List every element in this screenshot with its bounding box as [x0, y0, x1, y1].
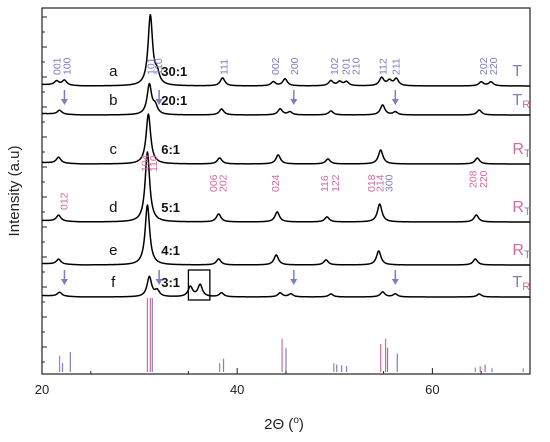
hkl-label-t-001: 001: [52, 57, 64, 75]
hkl-label-t-211: 211: [390, 58, 402, 75]
phase-label-b: TR: [512, 92, 530, 111]
ratio-label-e: 4:1: [161, 243, 180, 258]
arrow-head: [290, 99, 298, 105]
phase-sub: T: [524, 249, 531, 261]
hkl-label-t-112: 112: [378, 58, 390, 75]
annotations: a 30:1 Tb 20:1 TRc 6:1 RTd 5:1 RTe 4:1 RTf 3:1 TR001…: [52, 57, 531, 301]
x-axis-title-close: ): [299, 416, 304, 433]
ratio-label-b: 20:1: [161, 93, 187, 108]
arrow-head: [391, 99, 399, 105]
curve-label-d: d: [109, 199, 117, 216]
curve-e: [41, 204, 531, 266]
ratio-label-f: 3:1: [161, 275, 180, 290]
curve-b: [41, 82, 531, 116]
diffraction-curves: [41, 13, 531, 298]
arrow-head: [290, 279, 298, 285]
phase-label-d: RT: [512, 199, 531, 218]
hkl-label-r-220: 220: [478, 170, 490, 188]
phase-main: T: [512, 274, 522, 291]
highlight-box: [187, 269, 211, 301]
curve-a: [41, 13, 531, 87]
phase-label-a: T: [512, 63, 522, 80]
hkl-label-r-024: 024: [270, 174, 282, 192]
x-axis-title-degree: o: [293, 415, 299, 426]
phase-sub: R: [522, 281, 530, 293]
x-tick-label: 40: [230, 382, 244, 397]
x-axis-title-main: 2Θ (: [264, 416, 293, 433]
phase-main: R: [512, 141, 524, 158]
curve-label-e: e: [109, 242, 117, 259]
curve-f: [41, 275, 531, 298]
hkl-label-r-300: 300: [384, 174, 396, 192]
hkl-label-r-116: 116: [319, 175, 331, 192]
arrow-head: [391, 279, 399, 285]
hkl-label-t-111: 111: [219, 59, 231, 75]
hkl-label-r-006: 006: [208, 174, 220, 192]
hkl-label-t-210: 210: [350, 57, 362, 75]
arrow-head: [60, 279, 68, 285]
curve-label-c: c: [109, 141, 117, 158]
arrow-head: [155, 279, 163, 285]
ratio-label-a: 30:1: [161, 64, 187, 79]
hkl-label-t-101: 101: [145, 57, 157, 75]
hkl-label-r-122: 122: [330, 174, 342, 192]
hkl-label-r-208: 208: [467, 170, 479, 188]
phase-main: T: [512, 92, 522, 109]
hkl-label-r-110: 110: [148, 155, 160, 172]
curve-label-b: b: [109, 92, 117, 109]
arrow-head: [155, 99, 163, 105]
phase-main: R: [512, 242, 524, 259]
phase-sub: T: [524, 148, 531, 160]
hkl-label-t-102: 102: [329, 57, 341, 75]
phase-main: T: [512, 63, 522, 80]
axes: 20 40 60: [35, 16, 482, 397]
phase-sub: T: [524, 206, 531, 218]
phase-label-c: RT: [512, 141, 531, 160]
x-tick-label: 60: [425, 382, 439, 397]
phase-sub: R: [522, 99, 530, 111]
curve-d: [41, 151, 531, 223]
hkl-label-t-002: 002: [270, 57, 282, 75]
reference-lines: [58, 298, 524, 372]
x-axis-title: 2Θ (o): [264, 415, 304, 433]
curve-label-a: a: [109, 63, 118, 80]
hkl-label-r-214: 214: [375, 174, 387, 192]
arrow-head: [60, 99, 68, 105]
hkl-label-t-200: 200: [289, 57, 301, 75]
hkl-label-r-012: 012: [58, 192, 70, 210]
phase-label-e: RT: [512, 242, 531, 261]
curve-c: [41, 113, 531, 165]
hkl-label-r-018: 018: [366, 174, 378, 192]
y-axis-title: Intensity (a.u): [6, 146, 23, 237]
hkl-label-r-104: 104: [140, 154, 152, 172]
x-tick-label: 20: [35, 382, 49, 397]
phase-main: R: [512, 199, 524, 216]
hkl-label-t-110: 110: [153, 58, 165, 75]
hkl-label-t-100: 100: [61, 57, 73, 75]
phase-label-f: TR: [512, 274, 530, 293]
hkl-label-t-220: 220: [488, 57, 500, 75]
hkl-label-t-201: 201: [341, 57, 353, 75]
curve-label-f: f: [111, 274, 116, 291]
ratio-label-d: 5:1: [161, 200, 180, 215]
hkl-label-r-202: 202: [218, 174, 230, 192]
ratio-label-c: 6:1: [161, 142, 180, 157]
hkl-label-t-202: 202: [478, 57, 490, 75]
